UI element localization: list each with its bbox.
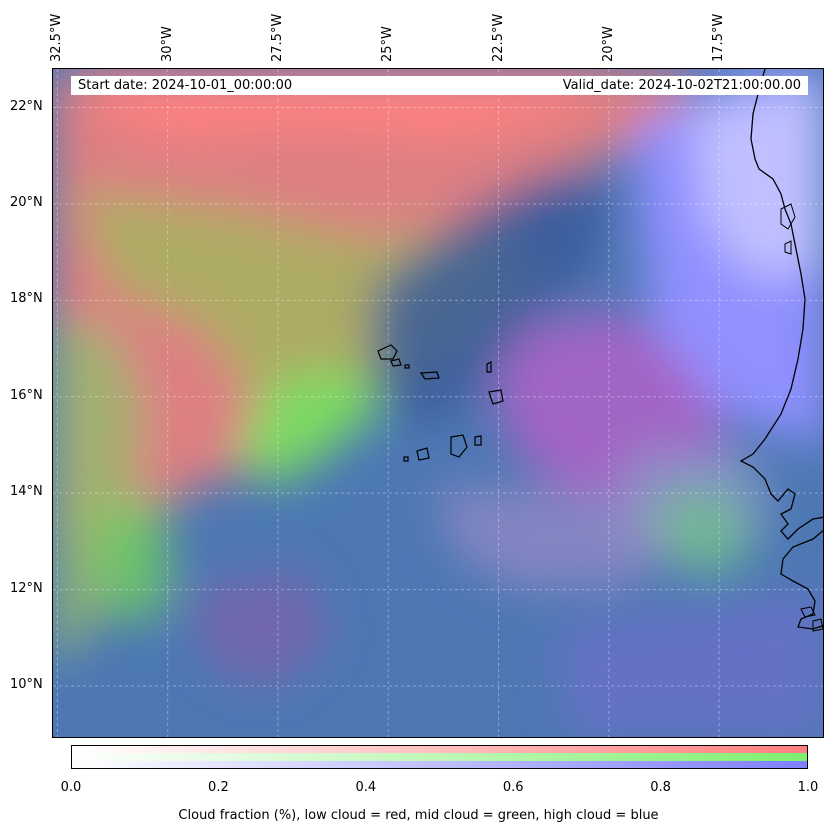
longitude-label: 20°W xyxy=(600,26,616,62)
colorbar-tick-label: 0.6 xyxy=(502,780,524,795)
cloud-fraction-map xyxy=(53,69,823,737)
latitude-label: 20°N xyxy=(10,194,43,210)
coastline-africa xyxy=(739,69,823,540)
colorbar-label: Cloud fraction (%), low cloud = red, mid… xyxy=(178,808,659,823)
longitude-label: 22.5°W xyxy=(490,13,506,62)
colorbar-tick-label: 0.8 xyxy=(650,780,671,795)
latitude-label: 14°N xyxy=(10,484,43,500)
latitude-label: 12°N xyxy=(10,580,43,596)
coastline-canary-detail xyxy=(780,203,796,255)
start-date-text: Start date: 2024-10-01_00:00:00 xyxy=(78,78,293,93)
colorbar-tick-label: 1.0 xyxy=(797,780,819,795)
longitude-label: 25°W xyxy=(380,26,396,62)
latitude-label: 22°N xyxy=(10,98,43,114)
date-info-box: Start date: 2024-10-01_00:00:00 Valid_da… xyxy=(71,76,808,95)
latitude-label: 10°N xyxy=(10,676,43,692)
colorbar xyxy=(71,745,808,769)
coastline-africa-south xyxy=(780,529,823,630)
longitude-label: 17.5°W xyxy=(711,13,727,62)
colorbar-tick-label: 0.0 xyxy=(60,780,82,795)
valid-date-text: Valid_date: 2024-10-02T21:00:00.00 xyxy=(562,78,801,93)
graticule xyxy=(53,69,823,737)
map-panel xyxy=(52,68,824,738)
latitude-label: 16°N xyxy=(10,387,43,403)
coastline-islands-bissau xyxy=(800,606,823,632)
colorbar-tick-label: 0.2 xyxy=(208,780,229,795)
cape-verde-islands xyxy=(377,344,504,462)
colorbar-high-cloud xyxy=(72,761,807,768)
longitude-label: 27.5°W xyxy=(269,13,285,62)
colorbar-tick-label: 0.4 xyxy=(355,780,377,795)
longitude-label: 32.5°W xyxy=(49,13,65,62)
longitude-label: 30°W xyxy=(159,26,175,62)
latitude-label: 18°N xyxy=(10,291,43,307)
